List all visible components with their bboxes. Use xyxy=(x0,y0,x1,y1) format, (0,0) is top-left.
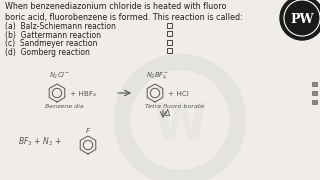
Text: PW: PW xyxy=(290,12,314,26)
Text: F: F xyxy=(86,128,90,134)
Text: Δ: Δ xyxy=(165,109,170,118)
Text: + HCl: + HCl xyxy=(168,91,189,97)
Text: $N_2BF_4^-$: $N_2BF_4^-$ xyxy=(146,70,170,81)
Text: + HBF₄: + HBF₄ xyxy=(70,91,96,97)
Text: (d)  Gomberg reaction: (d) Gomberg reaction xyxy=(5,48,90,57)
Text: (c)  Sandmeyer reaction: (c) Sandmeyer reaction xyxy=(5,39,97,48)
Text: (a)  Balz-Schiemann reaction: (a) Balz-Schiemann reaction xyxy=(5,22,116,31)
Bar xyxy=(167,48,172,53)
Bar xyxy=(312,100,317,104)
Text: (b)  Gattermann reaction: (b) Gattermann reaction xyxy=(5,30,101,39)
Bar xyxy=(167,22,172,28)
Bar xyxy=(167,39,172,44)
Bar xyxy=(167,31,172,36)
Bar xyxy=(312,91,317,95)
Circle shape xyxy=(280,0,320,40)
Text: Tetra fluoro borate: Tetra fluoro borate xyxy=(145,104,204,109)
Text: When benzenediazonium chloride is heated with fluoro
boric acid, fluorobenzene i: When benzenediazonium chloride is heated… xyxy=(5,2,243,22)
Text: $BF_3$ + $N_2$ +: $BF_3$ + $N_2$ + xyxy=(18,136,62,148)
Bar xyxy=(312,82,317,86)
Text: W: W xyxy=(153,101,207,149)
Text: Benzene dia: Benzene dia xyxy=(45,104,84,109)
Text: $N_2Cl^-$: $N_2Cl^-$ xyxy=(49,71,71,81)
